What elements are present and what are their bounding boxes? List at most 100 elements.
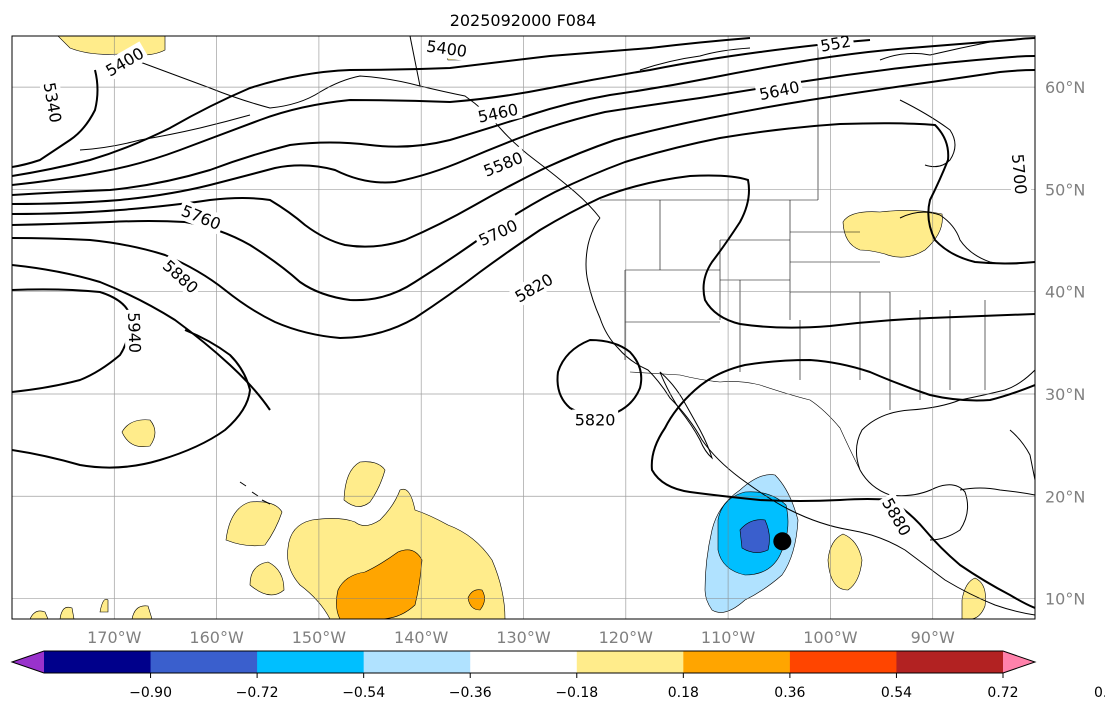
contour-label-bg — [876, 491, 918, 542]
colorbar-tick-label: 0.18 — [668, 685, 699, 701]
lon-tick-label: 170°W — [87, 628, 142, 647]
anomaly-shading — [29, 36, 986, 619]
lon-tick-label: 160°W — [189, 628, 244, 647]
anomaly-positive-sw-edge-2 — [59, 606, 75, 619]
border-alaska-canada — [409, 36, 421, 87]
lon-tick-label: 90°W — [911, 628, 955, 647]
lat-tick-label: 10°N — [1045, 590, 1085, 609]
contour-label-bg — [572, 409, 619, 430]
colorbar-tick-label: −0.18 — [555, 685, 598, 701]
lat-tick-label: 50°N — [1045, 180, 1085, 199]
contour-label-text: 552 — [819, 32, 852, 56]
contour-label-bg — [508, 267, 559, 308]
anomaly-positive-pacific — [121, 419, 156, 447]
contour-label-bg — [123, 309, 146, 356]
anomaly-positive-hawaii-west — [225, 501, 283, 547]
colorbar-swatch — [363, 651, 471, 673]
contour-label-text: 5820 — [575, 411, 616, 430]
contour-label-bg — [422, 36, 471, 62]
coast-hudson — [899, 99, 956, 168]
coast-aleutians — [79, 114, 251, 151]
anomaly-positive-great-lakes — [842, 210, 943, 258]
colorbar-swatch — [896, 651, 1004, 673]
contour-5520 — [12, 37, 1035, 196]
contour-label-bg — [39, 78, 67, 127]
colorbar-tick-label: −0.36 — [449, 685, 492, 701]
contour-5880-north — [12, 264, 271, 411]
colorbar: −0.90 −0.72 −0.54 −0.36 −0.18 0.18 0.36 0.54 0.7… — [10, 650, 1105, 701]
colorbar-swatch — [257, 651, 365, 673]
contour-5880-mexico — [650, 358, 1035, 609]
anomaly-strong-positive — [336, 549, 423, 619]
anomaly-negative-strong — [739, 519, 770, 553]
anomaly-positive-sw-edge-1 — [29, 610, 49, 619]
colorbar-tick-label: 0.72 — [987, 685, 1018, 701]
contour-label-bg — [473, 98, 523, 128]
contour-label-bg — [472, 213, 523, 252]
contour-5340 — [12, 69, 99, 168]
contour-label-bg — [157, 253, 205, 300]
contour-label: 5640 — [754, 75, 804, 105]
lon-tick-label: 100°W — [803, 628, 858, 647]
anomaly-positive-central-1 — [343, 461, 386, 507]
contour-label: 5700 — [1007, 150, 1032, 198]
anomaly-positive-sw-edge-4 — [131, 605, 153, 619]
colorbar-tick-label: 0.54 — [881, 685, 912, 701]
gridlines — [12, 36, 1035, 619]
contour-5400 — [12, 37, 751, 177]
contour-5700 — [12, 122, 1035, 302]
contour-label-text: 5700 — [1008, 153, 1030, 195]
height-contours — [12, 37, 1035, 609]
colorbar-swatch — [683, 651, 791, 673]
lon-tick-label: 130°W — [496, 628, 551, 647]
lat-tick-label: 60°N — [1045, 78, 1085, 97]
colorbar-swatch — [470, 651, 578, 673]
contour-label-bg — [176, 199, 227, 235]
latitude-tick-labels: 60°N 50°N 40°N 30°N 20°N 10°N — [1045, 78, 1085, 608]
colorbar-tick-label: −0.54 — [342, 685, 385, 701]
contour-5460 — [12, 39, 871, 186]
colorbar-tick-label: 0.36 — [774, 685, 805, 701]
contour-label-bg — [99, 41, 150, 82]
colorbar-extend-high — [1003, 651, 1035, 673]
storm-center-marker — [773, 532, 792, 551]
lat-tick-label: 20°N — [1045, 487, 1085, 506]
colorbar-swatch — [789, 651, 897, 673]
longitude-tick-labels: 170°W 160°W 150°W 140°W 130°W 120°W 110°W 100°W… — [87, 628, 955, 647]
colorbar-extend-low — [12, 651, 44, 673]
anomaly-positive-hawaii-sw — [249, 561, 285, 596]
political-borders — [600, 36, 986, 471]
colorbar-tick-label: 0.90 — [1094, 685, 1105, 701]
border-us-mexico — [629, 371, 861, 471]
lon-tick-label: 150°W — [292, 628, 347, 647]
lon-tick-label: 120°W — [599, 628, 654, 647]
contour-label-bg — [477, 145, 529, 182]
hawaii-islands — [239, 481, 271, 505]
contour-label: 552 — [816, 32, 855, 57]
contour-5580 — [12, 55, 1035, 205]
colorbar-swatch — [576, 651, 684, 673]
coast-pacific-americas — [585, 217, 1035, 616]
contour-label: 5940 — [123, 309, 146, 356]
contour-5760 — [12, 174, 1035, 340]
anomaly-positive-sw-edge-3 — [99, 598, 109, 613]
map-frame — [11, 35, 1036, 620]
coast-cuba — [959, 487, 1035, 496]
contour-label-bg — [1007, 150, 1032, 198]
coast-florida — [1009, 429, 1035, 481]
coast-yucatan — [859, 469, 969, 541]
lon-tick-label: 110°W — [701, 628, 756, 647]
contour-5880-south — [12, 329, 252, 469]
colorbar-swatch — [150, 651, 258, 673]
lat-tick-label: 40°N — [1045, 283, 1085, 302]
colorbar-swatch — [44, 651, 152, 673]
contour-label-bg — [754, 75, 804, 105]
lat-tick-label: 30°N — [1045, 385, 1085, 404]
contour-5640 — [12, 69, 1035, 248]
anomaly-positive-mexico-coast — [827, 533, 863, 591]
colorbar-tick-label: −0.72 — [236, 685, 279, 701]
coast-baja — [659, 371, 713, 460]
coast-gulf-north — [856, 369, 1035, 471]
